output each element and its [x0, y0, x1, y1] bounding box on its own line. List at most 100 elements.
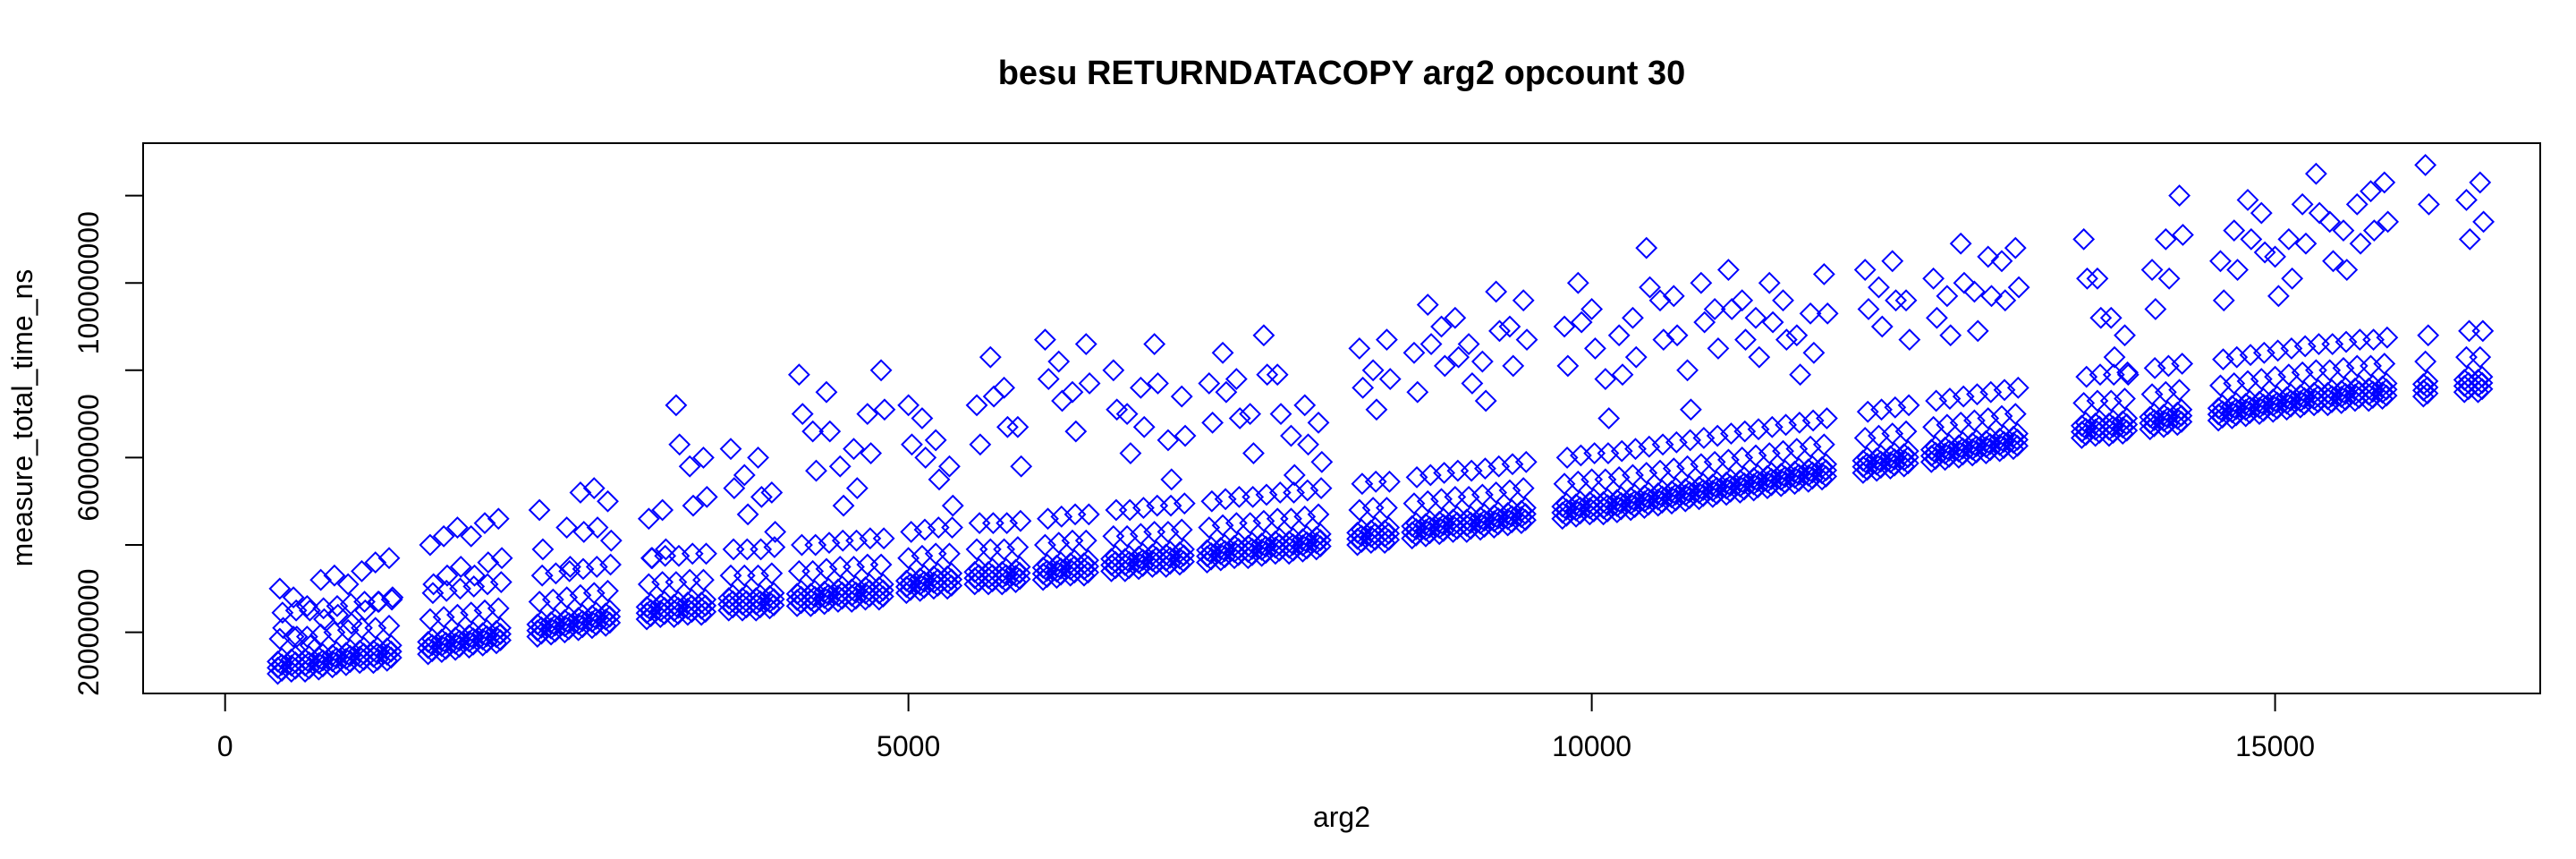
data-point — [1665, 477, 1687, 500]
data-point — [1034, 533, 1056, 557]
data-point — [818, 420, 842, 443]
data-point — [2224, 392, 2248, 414]
data-point — [2469, 345, 2492, 369]
data-point — [572, 557, 595, 581]
data-point — [1731, 289, 1754, 312]
data-point — [1952, 430, 1974, 454]
data-point — [555, 516, 579, 539]
data-point — [1378, 368, 1402, 390]
data-point — [1211, 341, 1234, 364]
data-point — [557, 606, 580, 628]
data-point — [1690, 271, 1713, 294]
data-point — [1993, 378, 2016, 402]
data-point — [528, 591, 551, 613]
data-point — [1922, 415, 1945, 438]
data-point — [1293, 505, 1317, 528]
data-point — [1351, 472, 1374, 496]
data-point — [996, 415, 1019, 438]
data-point — [2345, 192, 2368, 216]
data-point — [2416, 376, 2439, 399]
data-point — [463, 564, 486, 587]
data-point — [1925, 389, 1948, 412]
data-point — [1132, 415, 1156, 438]
data-point — [2172, 224, 2194, 246]
data-point — [1419, 464, 1442, 487]
data-point — [717, 587, 741, 610]
data-point — [871, 579, 894, 602]
data-point — [2236, 189, 2259, 211]
data-point — [449, 577, 471, 600]
data-point — [2075, 365, 2098, 388]
data-point — [1787, 457, 1810, 481]
data-point — [1252, 509, 1275, 532]
data-point — [2360, 354, 2382, 378]
data-point — [2349, 232, 2372, 255]
data-point — [2470, 371, 2494, 395]
data-point — [869, 359, 893, 382]
data-point — [1157, 520, 1180, 543]
data-point — [1733, 420, 1757, 443]
data-point — [2116, 361, 2139, 384]
data-point — [1788, 411, 1811, 434]
data-point — [1774, 459, 1797, 482]
data-point — [1419, 333, 1443, 355]
data-point — [2277, 363, 2301, 387]
data-point — [2277, 227, 2301, 251]
data-point — [1622, 306, 1644, 329]
data-point — [2157, 400, 2180, 423]
data-point — [460, 524, 483, 548]
data-point — [1678, 474, 1701, 498]
data-point — [582, 477, 606, 500]
data-point — [665, 394, 688, 417]
data-point — [597, 489, 619, 513]
data-point — [340, 612, 363, 635]
data-point — [1361, 359, 1385, 382]
data-point — [911, 544, 934, 567]
data-point — [1760, 415, 1784, 438]
data-point — [1884, 395, 1907, 419]
data-point — [2264, 365, 2286, 388]
data-point — [325, 641, 348, 664]
data-point — [1432, 507, 1455, 531]
data-point — [2225, 345, 2249, 369]
data-point — [1939, 324, 1962, 347]
data-point — [1199, 536, 1223, 558]
data-point — [1132, 497, 1155, 519]
data-point — [2142, 403, 2165, 426]
data-point — [1938, 387, 1962, 410]
data-point — [1106, 398, 1129, 421]
data-point — [487, 597, 510, 620]
data-point — [1707, 336, 1730, 360]
data-point — [764, 520, 787, 543]
data-point — [1500, 498, 1523, 522]
data-point — [420, 627, 444, 651]
x-tick-label: 10000 — [1552, 730, 1631, 762]
data-point — [1679, 429, 1702, 452]
data-point — [1963, 409, 1986, 432]
data-point — [530, 564, 554, 587]
data-point — [1228, 407, 1251, 430]
data-point — [1034, 328, 1056, 352]
data-point — [844, 575, 868, 598]
data-point — [717, 593, 741, 616]
data-point — [1174, 424, 1197, 447]
data-point — [787, 559, 810, 583]
data-point — [2470, 378, 2494, 401]
data-point — [2223, 372, 2246, 395]
data-point — [1307, 411, 1330, 434]
data-point — [1470, 350, 1494, 373]
data-point — [762, 582, 785, 605]
data-point — [1241, 532, 1264, 555]
data-point — [1498, 479, 1521, 502]
data-point — [2453, 369, 2476, 391]
data-point — [979, 345, 1002, 369]
data-point — [1377, 516, 1401, 539]
data-point — [1457, 485, 1480, 508]
data-point — [2471, 319, 2495, 343]
data-point — [1720, 422, 1742, 445]
data-point — [1760, 462, 1783, 484]
data-point — [295, 625, 318, 648]
data-point — [380, 588, 403, 611]
data-point — [1692, 427, 1716, 449]
data-point — [1785, 438, 1809, 461]
